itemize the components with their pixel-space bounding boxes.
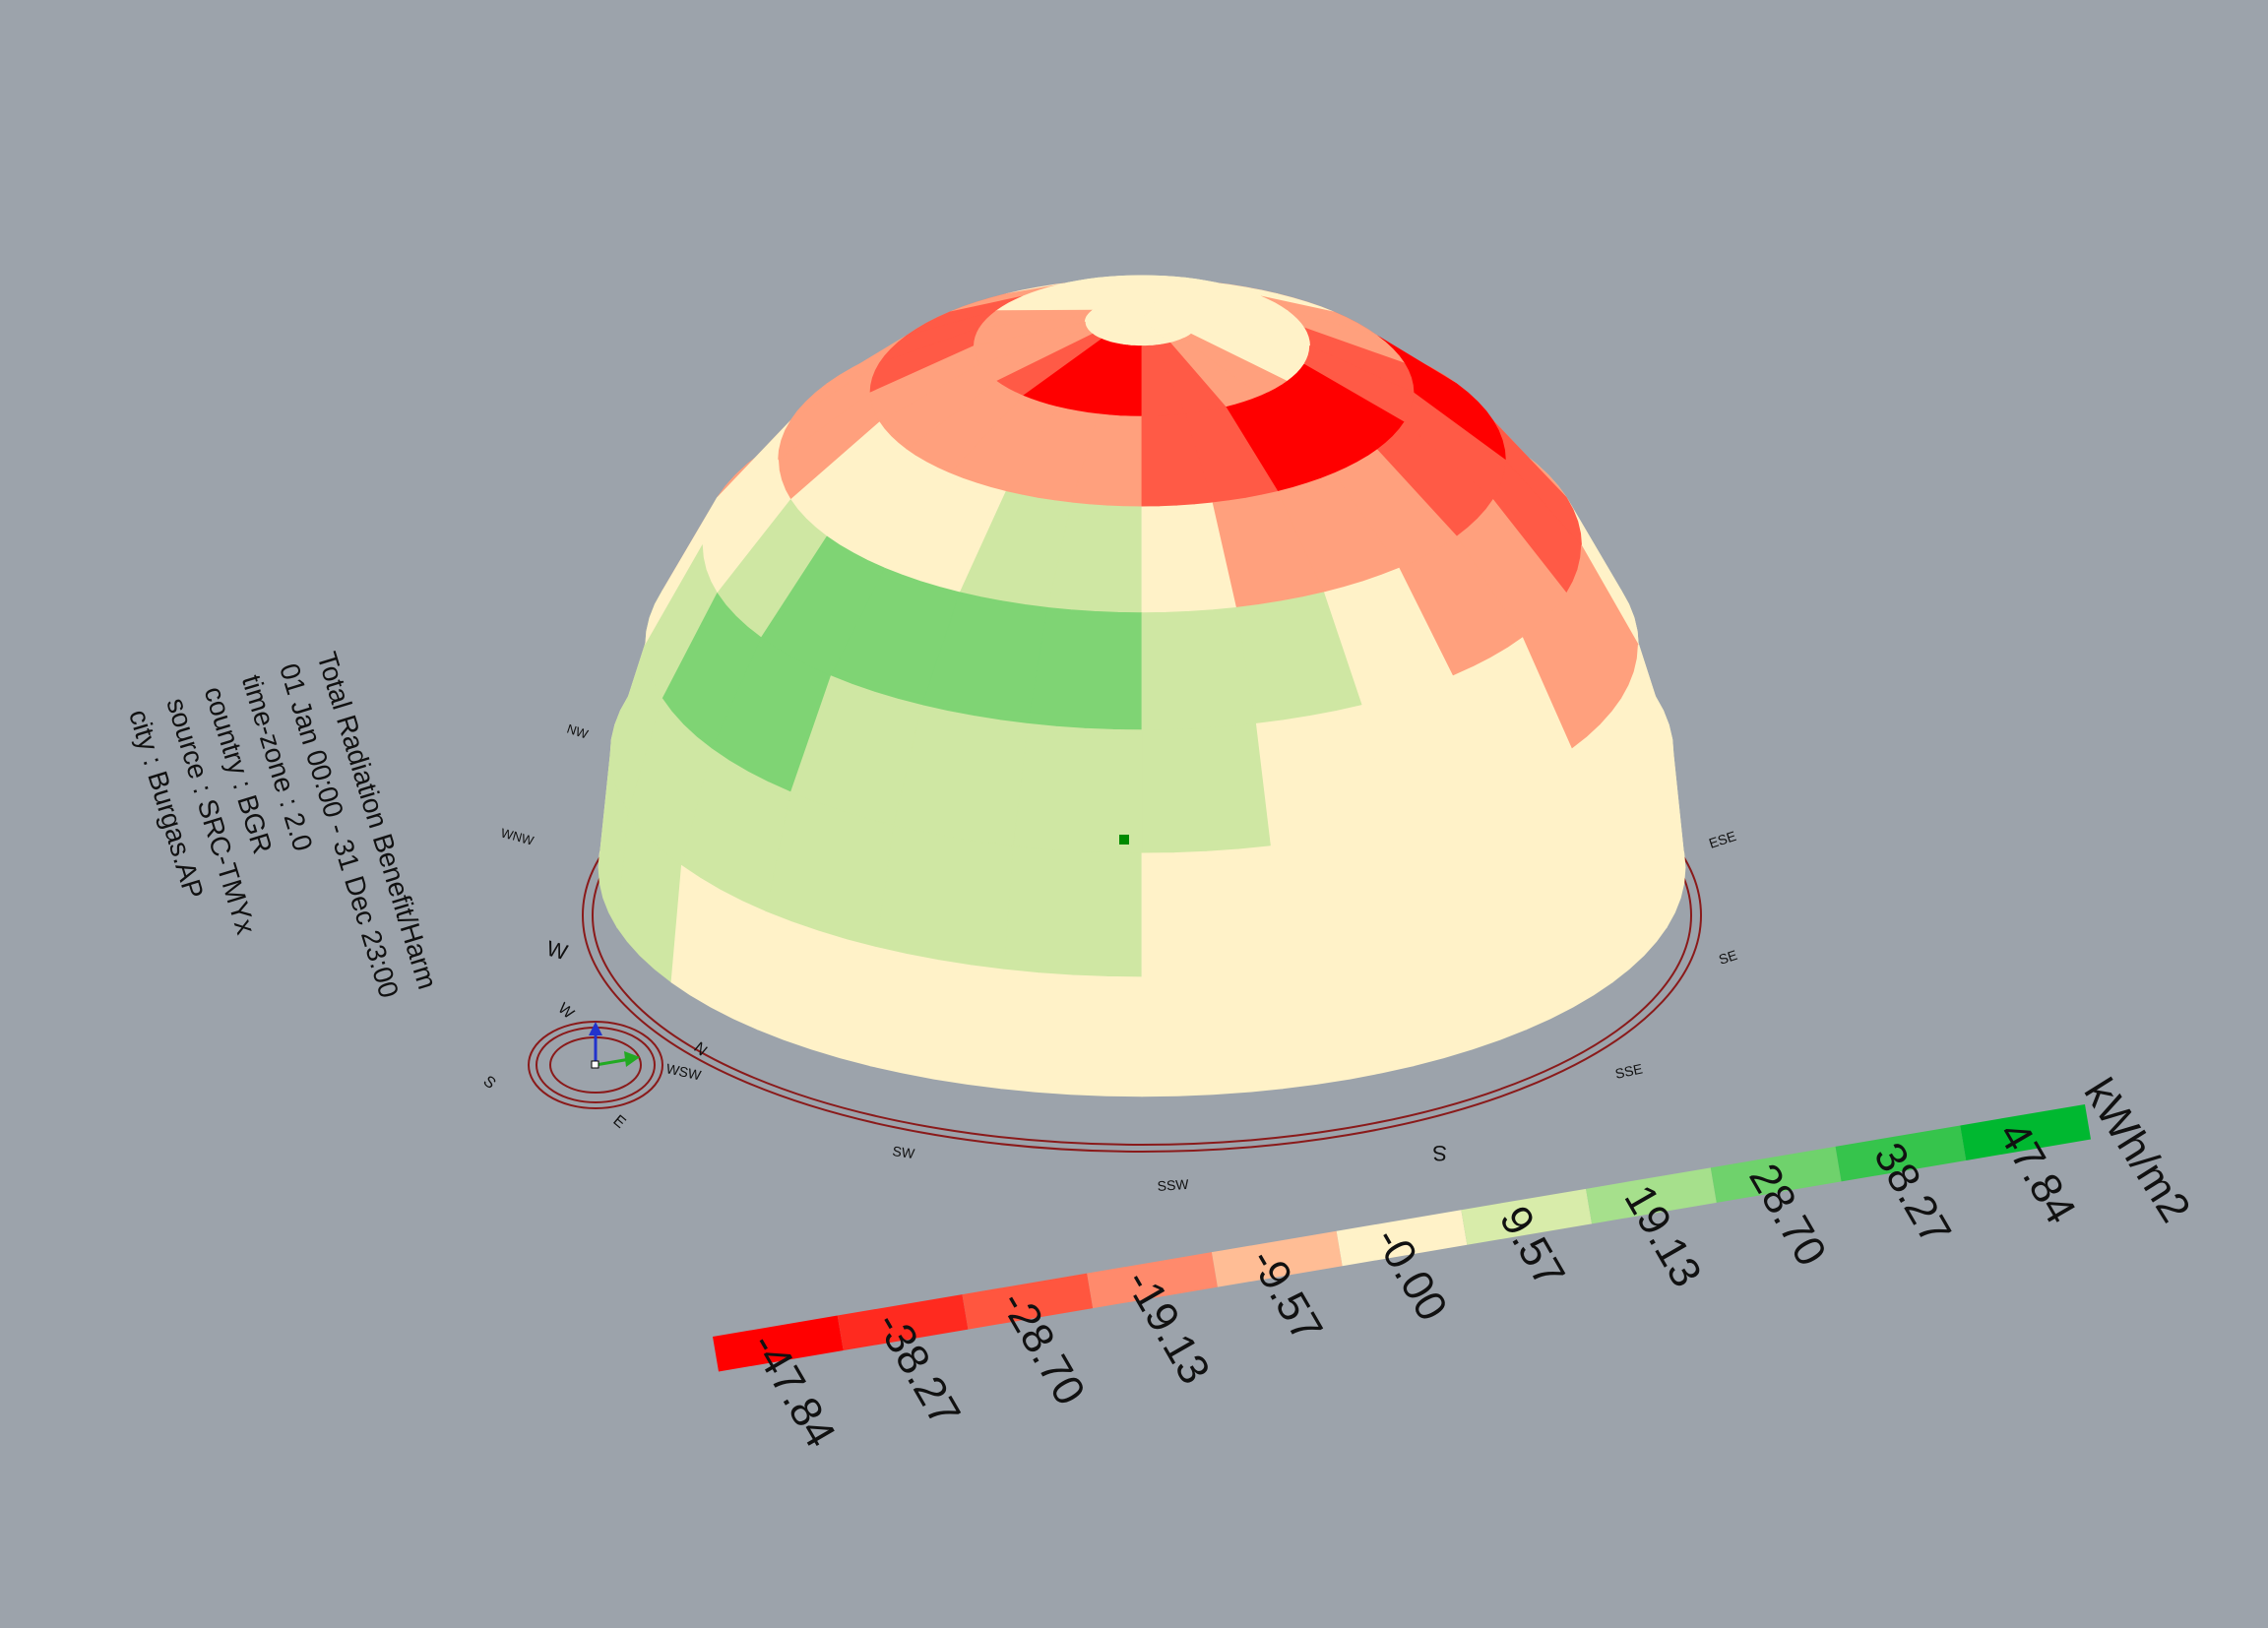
dome-patch (1279, 946, 1415, 1090)
legend-cell (1336, 1210, 1468, 1267)
dome-patch (1602, 810, 1668, 983)
dome-patch (875, 825, 1014, 971)
legend-unit: kWh/m2 (2075, 1070, 2200, 1230)
info-block: Total Radiation Benefit/Harm 01 Jan 00:0… (123, 649, 443, 1002)
legend-cell (1710, 1146, 1842, 1203)
direction-label-s: S (1432, 1141, 1447, 1165)
axis-x-icon (595, 1051, 640, 1067)
dome-patch (1141, 845, 1281, 978)
direction-label-wsw: WSW (664, 1060, 703, 1083)
legend-cell (837, 1294, 969, 1351)
legend-cell (962, 1273, 1094, 1330)
legend-cell (1461, 1188, 1593, 1245)
axis-y-icon (589, 1022, 602, 1065)
direction-label-sw: SW (892, 1143, 916, 1161)
direction-label-ssw: SSW (1157, 1176, 1190, 1194)
dome-patch (1003, 845, 1143, 978)
compass-label-s: S (479, 1073, 498, 1093)
legend-cell (1960, 1104, 2092, 1160)
dome-patch (1141, 606, 1257, 731)
legend-cell (1087, 1252, 1218, 1309)
legend-color-bar (713, 1104, 2092, 1372)
legend-cell (713, 1315, 844, 1372)
direction-label-nw: NW (565, 721, 591, 742)
legend-labels: -47.84 -38.27 -28.70 -19.13 -9.57 -0.00 9.57 19… (741, 1114, 2085, 1456)
legend-cell (1586, 1167, 1717, 1224)
compass-label-w: W (554, 1000, 577, 1023)
selection-marker[interactable] (1119, 835, 1129, 845)
legend-cell (1835, 1125, 1967, 1182)
dome-patch (1027, 606, 1143, 731)
dome-patch (1141, 722, 1271, 854)
dome-patch (869, 946, 1005, 1090)
axis-origin-icon (591, 1060, 599, 1069)
dome-patch (1141, 969, 1284, 1097)
dome-patch (1000, 969, 1143, 1097)
direction-label-sse: SSE (1613, 1060, 1644, 1081)
direction-label-se: SE (1717, 947, 1739, 968)
direction-label-ese: ESE (1707, 828, 1738, 851)
direction-label-wnw: WNW (499, 825, 536, 847)
direction-label-w: W (544, 936, 571, 966)
dome-patch (1270, 825, 1409, 971)
dome-patch (1517, 864, 1613, 1031)
dome-patch (1407, 910, 1527, 1067)
compass-label-e: E (609, 1112, 628, 1132)
legend-cell (1211, 1230, 1343, 1287)
radiation-dome[interactable] (598, 275, 1686, 1097)
dome-patch (1013, 722, 1143, 854)
